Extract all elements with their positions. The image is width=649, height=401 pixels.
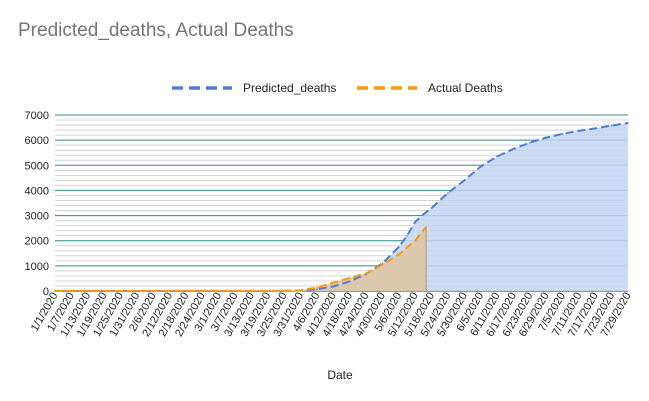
data-point <box>406 234 408 237</box>
data-point <box>479 165 482 168</box>
line-layer <box>54 122 629 292</box>
y-tick-label: 7000 <box>25 110 49 122</box>
data-point <box>561 133 564 135</box>
data-point <box>316 288 318 291</box>
data-point <box>398 246 400 248</box>
data-point <box>610 124 613 127</box>
y-tick-label: 0 <box>43 286 49 298</box>
y-tick-label: 5000 <box>25 160 49 172</box>
data-point <box>422 213 425 216</box>
data-point <box>463 179 466 182</box>
data-point <box>398 253 400 256</box>
data-point <box>348 280 351 283</box>
x-axis-title: Date <box>327 368 353 382</box>
data-point <box>545 136 547 139</box>
legend-label: Predicted_deaths <box>243 81 336 95</box>
data-point <box>528 141 531 144</box>
data-point <box>381 263 384 266</box>
data-point <box>332 281 335 284</box>
data-point <box>365 272 367 275</box>
data-point <box>316 286 318 289</box>
data-point <box>54 290 56 292</box>
y-tick-label: 6000 <box>25 135 49 147</box>
data-point <box>425 226 427 228</box>
data-point <box>332 285 335 288</box>
area-actual-deaths <box>55 226 427 291</box>
data-point <box>447 192 449 194</box>
legend-label: Actual Deaths <box>428 81 503 95</box>
data-point <box>578 130 580 132</box>
data-point <box>348 277 351 279</box>
legend: Predicted_deaths Actual Deaths <box>172 81 503 95</box>
y-tick-label: 2000 <box>25 236 49 248</box>
chart-title: Predicted_deaths, Actual Deaths <box>18 20 294 41</box>
data-point <box>414 239 416 242</box>
area-predicted-deaths <box>55 123 628 291</box>
data-point <box>430 207 433 209</box>
data-point <box>627 122 629 124</box>
y-tick-label: 4000 <box>25 185 49 197</box>
data-point <box>299 289 302 292</box>
data-point <box>594 127 597 130</box>
series-line <box>55 226 427 292</box>
data-point <box>496 155 498 158</box>
y-tick-label: 3000 <box>25 211 49 223</box>
data-point <box>414 221 416 223</box>
y-tick-label: 1000 <box>25 261 49 273</box>
data-point <box>283 290 286 292</box>
area-layer <box>55 123 628 291</box>
data-point <box>512 148 515 150</box>
